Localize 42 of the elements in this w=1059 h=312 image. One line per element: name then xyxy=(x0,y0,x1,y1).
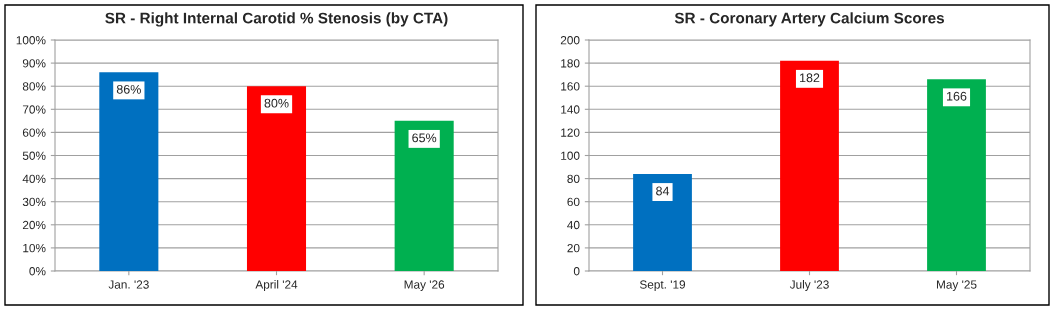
y-tick-label: 40 xyxy=(567,220,580,230)
x-tick-label: May '25 xyxy=(936,280,977,292)
data-label: 182 xyxy=(800,73,820,83)
y-tick-label: 80 xyxy=(567,174,580,183)
y-tick-label: 60% xyxy=(22,128,46,137)
bar xyxy=(780,60,839,271)
data-label: 84 xyxy=(656,186,670,196)
bar xyxy=(394,120,454,271)
data-label: 86% xyxy=(116,84,141,94)
y-tick-label: 140 xyxy=(561,105,580,114)
x-tick-label: Sept. '19 xyxy=(639,280,686,292)
y-tick-label: 70% xyxy=(22,105,46,114)
y-tick-label: 30% xyxy=(22,197,46,207)
bar xyxy=(246,86,307,271)
bar xyxy=(633,173,692,271)
y-tick-label: 60 xyxy=(567,197,580,207)
y-tick-label: 10% xyxy=(23,243,46,253)
chart-title: SR - Right Internal Carotid % Stenosis (by CTA) xyxy=(105,12,448,27)
y-tick-label: 0 xyxy=(573,267,580,276)
x-tick-label: April '24 xyxy=(255,280,298,292)
y-tick-label: 20 xyxy=(567,243,580,253)
y-tick-label: 160 xyxy=(561,82,580,91)
y-tick-label: 40% xyxy=(22,174,46,183)
bar xyxy=(99,72,159,271)
data-label: 80% xyxy=(264,98,289,108)
y-tick-label: 180 xyxy=(561,59,580,68)
y-tick-label: 50% xyxy=(22,151,46,160)
y-tick-label: 100% xyxy=(16,36,46,45)
chart-title: SR - Coronary Artery Calcium Scores xyxy=(674,12,945,27)
y-tick-label: 120 xyxy=(561,128,580,137)
y-tick-label: 90% xyxy=(22,59,46,68)
y-tick-label: 100 xyxy=(561,151,580,160)
bar xyxy=(927,79,986,271)
x-tick-label: Jan. '23 xyxy=(108,280,149,289)
x-tick-label: May '26 xyxy=(404,280,445,292)
y-tick-label: 20% xyxy=(22,220,46,230)
y-tick-label: 80% xyxy=(22,82,46,91)
y-tick-label: 0% xyxy=(29,267,46,276)
data-label: 166 xyxy=(947,91,967,101)
data-label: 65% xyxy=(412,133,437,143)
y-tick-label: 200 xyxy=(560,36,580,45)
x-tick-label: July '23 xyxy=(789,280,829,292)
